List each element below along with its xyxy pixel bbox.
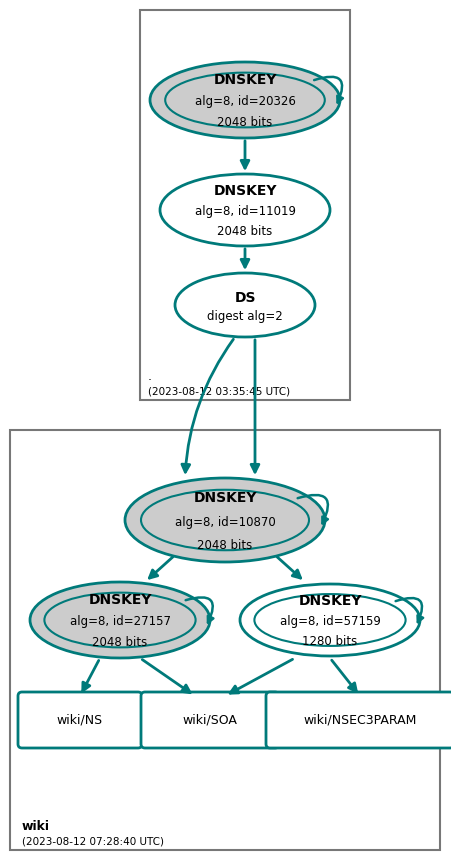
Text: DNSKEY: DNSKEY xyxy=(88,593,152,607)
Text: (2023-08-12 03:35:45 UTC): (2023-08-12 03:35:45 UTC) xyxy=(148,386,290,396)
Text: 2048 bits: 2048 bits xyxy=(217,225,272,238)
Text: digest alg=2: digest alg=2 xyxy=(207,310,283,323)
FancyBboxPatch shape xyxy=(141,692,279,748)
Ellipse shape xyxy=(141,490,309,550)
Ellipse shape xyxy=(175,273,315,337)
Ellipse shape xyxy=(150,62,340,138)
Text: wiki/NSEC3PARAM: wiki/NSEC3PARAM xyxy=(304,714,417,727)
FancyBboxPatch shape xyxy=(140,10,350,400)
Text: 2048 bits: 2048 bits xyxy=(198,539,253,552)
Text: alg=8, id=20326: alg=8, id=20326 xyxy=(194,95,295,108)
Ellipse shape xyxy=(30,582,210,658)
Text: (2023-08-12 07:28:40 UTC): (2023-08-12 07:28:40 UTC) xyxy=(22,836,164,846)
Text: alg=8, id=10870: alg=8, id=10870 xyxy=(175,516,276,529)
Text: 2048 bits: 2048 bits xyxy=(217,116,272,129)
Ellipse shape xyxy=(160,174,330,246)
Ellipse shape xyxy=(125,478,325,562)
Text: .: . xyxy=(148,370,152,383)
Text: alg=8, id=57159: alg=8, id=57159 xyxy=(280,615,381,628)
Text: DNSKEY: DNSKEY xyxy=(298,594,362,608)
Text: alg=8, id=11019: alg=8, id=11019 xyxy=(194,205,295,218)
Text: DNSKEY: DNSKEY xyxy=(193,491,257,505)
Text: DNSKEY: DNSKEY xyxy=(213,184,277,198)
Ellipse shape xyxy=(254,594,405,646)
FancyBboxPatch shape xyxy=(266,692,451,748)
Text: alg=8, id=27157: alg=8, id=27157 xyxy=(69,615,170,628)
Text: DS: DS xyxy=(234,291,256,305)
Text: wiki: wiki xyxy=(22,820,50,833)
Ellipse shape xyxy=(44,593,196,647)
Ellipse shape xyxy=(240,584,420,656)
Text: 2048 bits: 2048 bits xyxy=(92,637,147,650)
FancyBboxPatch shape xyxy=(18,692,142,748)
Ellipse shape xyxy=(165,73,325,127)
Text: wiki/SOA: wiki/SOA xyxy=(183,714,237,727)
Text: wiki/NS: wiki/NS xyxy=(57,714,103,727)
Text: 1280 bits: 1280 bits xyxy=(302,635,358,648)
FancyBboxPatch shape xyxy=(10,430,440,850)
Text: DNSKEY: DNSKEY xyxy=(213,74,277,87)
